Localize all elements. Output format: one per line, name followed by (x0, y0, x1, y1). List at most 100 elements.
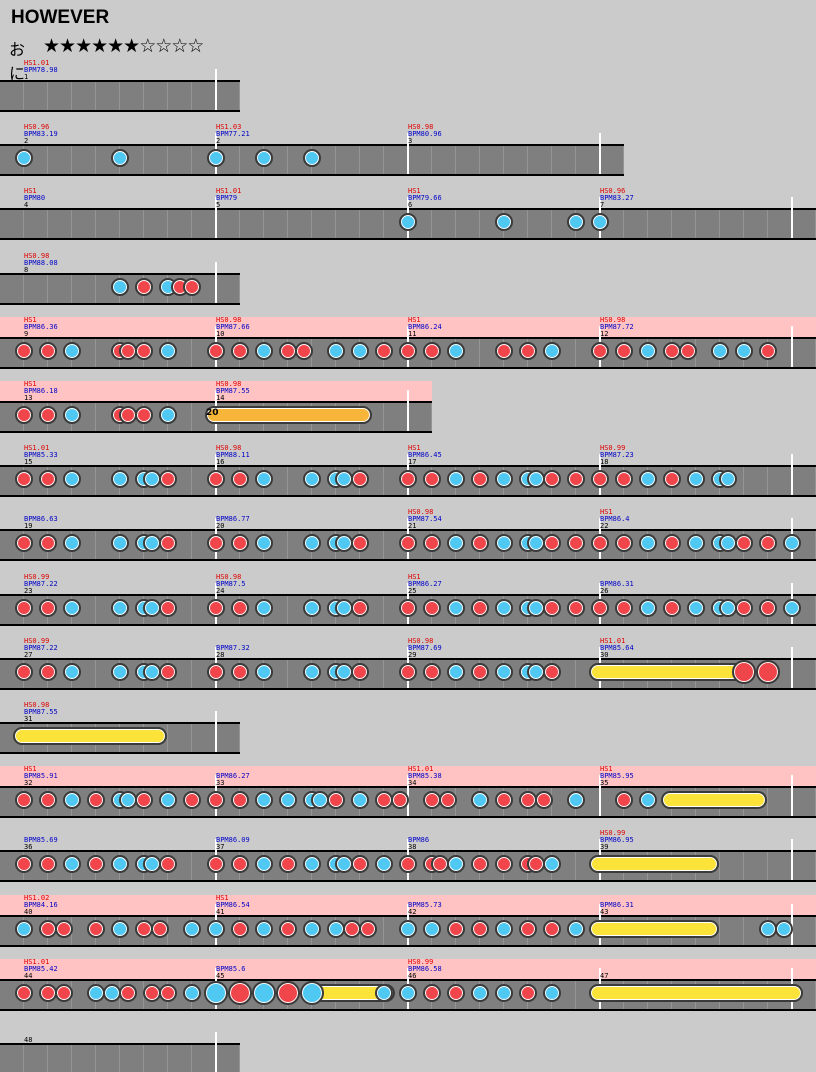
measure-number: 37 (216, 843, 225, 851)
measure-label: HS0.98 BPM80.96 3 (408, 124, 442, 145)
measure-number: 45 (216, 972, 225, 980)
chart-row: HS0.98 BPM87.55 31 (0, 702, 240, 754)
hs-speed-label: HS1.01 (24, 59, 50, 67)
don-note (207, 470, 225, 488)
barline (791, 647, 793, 688)
measure-label: HS0.98 BPM88.08 8 (24, 253, 58, 274)
ka-note (639, 599, 657, 617)
bpm-label: BPM86.4 (600, 515, 630, 523)
measure-label: HS1 BPM86.24 11 (408, 317, 442, 338)
measure-number: 19 (24, 522, 33, 530)
ka-note (735, 342, 753, 360)
note-lane (0, 80, 240, 112)
don-note (183, 791, 201, 809)
measure-number: 2 (24, 137, 29, 145)
don-note (55, 920, 73, 938)
ka-note (567, 213, 585, 231)
big-don-note (732, 660, 756, 684)
measure-number: 22 (600, 522, 609, 530)
ka-note (15, 920, 33, 938)
measure-number: 23 (24, 587, 33, 595)
don-note (351, 663, 369, 681)
ka-note (495, 663, 513, 681)
don-note (159, 663, 177, 681)
measure-number: 10 (216, 330, 225, 338)
measure-number: 4 (24, 201, 29, 209)
don-note (207, 855, 225, 873)
ka-note (375, 855, 393, 873)
measure-label: HS0.99 BPM87.23 18 (600, 445, 634, 466)
don-note (471, 599, 489, 617)
drumroll-note (589, 920, 719, 938)
hs-speed-label: HS0.98 (600, 316, 626, 324)
don-note (231, 855, 249, 873)
don-note (759, 599, 777, 617)
drumroll-note (589, 855, 719, 873)
don-note (679, 342, 697, 360)
bpm-label: BPM85.33 (24, 451, 58, 459)
don-note (543, 470, 561, 488)
measure-label: HS1.01 BPM85.33 15 (24, 445, 58, 466)
ka-note (255, 342, 273, 360)
bpm-label: BPM86.58 (408, 965, 442, 973)
ka-note (687, 599, 705, 617)
measure-label: BPM86.09 37 (216, 830, 250, 851)
don-note (519, 920, 537, 938)
don-note (39, 599, 57, 617)
measure-label: HS1.01 BPM79 5 (216, 188, 241, 209)
don-note (231, 599, 249, 617)
don-note (495, 791, 513, 809)
ka-note (471, 984, 489, 1002)
measure-label: HS0.98 BPM87.54 21 (408, 509, 442, 530)
hs-speed-label: HS0.99 (600, 444, 626, 452)
ka-note (207, 920, 225, 938)
don-note (15, 984, 33, 1002)
hs-speed-label: HS0.98 (408, 637, 434, 645)
bpm-label: BPM87.22 (24, 644, 58, 652)
don-note (543, 599, 561, 617)
measure-number: 43 (600, 908, 609, 916)
ka-note (495, 920, 513, 938)
don-note (87, 855, 105, 873)
hs-speed-label: HS0.99 (24, 637, 50, 645)
bpm-label: BPM87.55 (216, 387, 250, 395)
bpm-label: BPM78.98 (24, 66, 58, 74)
don-note (447, 920, 465, 938)
bpm-label: BPM79.66 (408, 194, 442, 202)
hs-speed-label: HS1 (24, 316, 37, 324)
bpm-label: BPM87.22 (24, 580, 58, 588)
measure-number: 26 (600, 587, 609, 595)
don-note (231, 920, 249, 938)
ka-note (63, 342, 81, 360)
bpm-label: BPM80 (24, 194, 46, 202)
don-note (39, 406, 57, 424)
don-note (399, 663, 417, 681)
ka-note (279, 791, 297, 809)
hs-speed-label: HS0.96 (24, 123, 50, 131)
barline (599, 775, 601, 816)
don-note (159, 984, 177, 1002)
chart-row: HS1 BPM86.36 9 HS0.98 BPM87.66 10 HS1 BPM86.24 1… (0, 316, 816, 369)
ka-note (303, 470, 321, 488)
bpm-label: BPM79 (216, 194, 238, 202)
don-note (471, 920, 489, 938)
measure-label: HS0.99 BPM86.95 39 (600, 830, 634, 851)
ka-note (111, 920, 129, 938)
don-note (151, 920, 169, 938)
don-note (207, 599, 225, 617)
measure-label: BPM86.27 33 (216, 766, 250, 787)
measure-number: 11 (408, 330, 417, 338)
barline (599, 133, 601, 174)
measure-number: 17 (408, 458, 417, 466)
don-note (351, 534, 369, 552)
hs-speed-label: HS1 (24, 187, 37, 195)
hs-speed-label: HS0.98 (408, 123, 434, 131)
don-note (663, 599, 681, 617)
bpm-label: BPM85.91 (24, 772, 58, 780)
don-note (295, 342, 313, 360)
bpm-label: BPM88.08 (24, 259, 58, 267)
don-note (87, 920, 105, 938)
don-note (55, 984, 73, 1002)
measure-label: HS0.98 BPM87.5 24 (216, 574, 246, 595)
don-note (39, 791, 57, 809)
